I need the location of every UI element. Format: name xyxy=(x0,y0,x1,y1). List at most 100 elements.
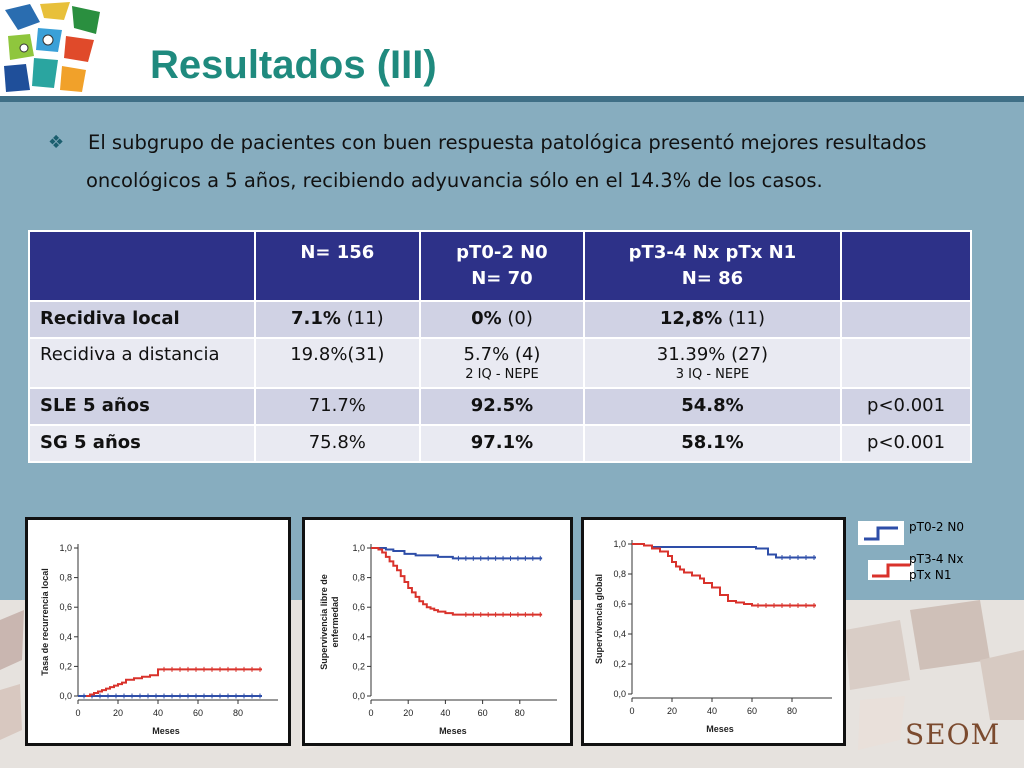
x-tick-label: 80 xyxy=(515,708,525,718)
legend-label-group2-line2: pTx N1 xyxy=(909,568,951,582)
table-cell: p<0.001 xyxy=(840,387,972,426)
x-axis-label: Meses xyxy=(152,726,180,736)
y-tick-label: 0,8 xyxy=(59,573,72,583)
slide-title: Resultados (III) xyxy=(150,43,437,87)
table-cell: 19.8%(31) xyxy=(253,337,422,389)
bullet-text: El subgrupo de pacientes con buen respue… xyxy=(48,124,978,162)
table-cell: 5.7% (4) 2 IQ - NEPE xyxy=(419,337,585,389)
legend-swatch-blue-bg xyxy=(858,521,904,545)
cell-note: 2 IQ - NEPE xyxy=(465,367,539,382)
y-axis-label-line1: Supervivencia libre de xyxy=(319,574,329,670)
table-cell: 7.1% (11) xyxy=(253,300,422,339)
cell-value: 12,8% xyxy=(659,308,723,329)
chart-disease-free-survival: 0,0 0,2 0,4 0,6 0,8 1,0 0 20 40 60 80 Meses Superviv… xyxy=(302,517,573,746)
header-divider xyxy=(0,96,1024,102)
header-group2: pT3-4 Nx pTx N1 N= 86 xyxy=(582,230,843,302)
x-tick-label: 20 xyxy=(667,706,677,716)
table-cell: 92.5% xyxy=(419,387,585,426)
mosaic-logo-icon xyxy=(0,0,118,96)
y-tick-label: 1,0 xyxy=(352,543,365,553)
y-tick-label: 0,4 xyxy=(613,629,626,639)
table-cell: 97.1% xyxy=(419,424,585,463)
x-axis-label: Meses xyxy=(439,726,467,736)
table-cell: 54.8% xyxy=(582,387,843,426)
row-label: Recidiva a distancia xyxy=(28,337,256,389)
chart-local-recurrence: 0,0 0,2 0,4 0,6 0,8 1,0 0 20 40 60 80 Meses Tasa de … xyxy=(25,517,291,746)
table-header-row: N= 156 pT0-2 N0 N= 70 pT3-4 Nx pTx N1 N=… xyxy=(28,230,972,302)
x-tick-label: 80 xyxy=(787,706,797,716)
results-table: N= 156 pT0-2 N0 N= 70 pT3-4 Nx pTx N1 N=… xyxy=(28,230,972,463)
y-axis-label: Supervivencia global xyxy=(594,574,604,664)
table-cell: 58.1% xyxy=(582,424,843,463)
chart-disease-free-survival-svg: 0,0 0,2 0,4 0,6 0,8 1,0 0 20 40 60 80 Meses Superviv… xyxy=(319,543,557,736)
cell-value: 0% xyxy=(471,308,502,329)
row-label: Recidiva local xyxy=(28,300,256,339)
x-tick-label: 60 xyxy=(747,706,757,716)
table-cell: 0% (0) xyxy=(419,300,585,339)
x-axis-label: Meses xyxy=(706,724,734,734)
series-line-1 xyxy=(371,547,543,616)
header-group1: pT0-2 N0 N= 70 xyxy=(419,230,585,302)
table-cell xyxy=(840,300,972,339)
x-tick-label: 40 xyxy=(707,706,717,716)
y-tick-label: 0,8 xyxy=(352,573,365,583)
cell-value: 31.39% (27) xyxy=(656,344,769,365)
x-tick-label: 60 xyxy=(193,708,203,718)
table-cell xyxy=(840,337,972,389)
x-tick-label: 20 xyxy=(403,708,413,718)
table-row: Recidiva a distancia 19.8%(31) 5.7% (4) … xyxy=(28,337,972,389)
series-line-1 xyxy=(86,668,262,697)
table-row: Recidiva local 7.1% (11) 0% (0) 12,8% (1… xyxy=(28,300,972,339)
x-tick-label: 20 xyxy=(113,708,123,718)
chart-local-recurrence-svg: 0,0 0,2 0,4 0,6 0,8 1,0 0 20 40 60 80 Meses Tasa de … xyxy=(40,543,278,736)
diamond-bullet-icon: ❖ xyxy=(48,132,65,153)
legend-svg: pT0-2 N0 pT3-4 Nx pTx N1 xyxy=(858,520,964,582)
legend-label-group2-line1: pT3-4 Nx xyxy=(909,552,963,566)
x-tick-label: 0 xyxy=(75,708,80,718)
header-group2-line1: pT3-4 Nx pTx N1 xyxy=(628,242,797,263)
y-tick-label: 0,6 xyxy=(613,599,626,609)
y-tick-label: 0,6 xyxy=(59,602,72,612)
header-empty-cell xyxy=(28,230,256,302)
y-tick-label: 0,6 xyxy=(352,602,365,612)
y-tick-label: 0,2 xyxy=(59,661,72,671)
table-row: SLE 5 años 71.7% 92.5% 54.8% p<0.001 xyxy=(28,387,972,426)
table-cell: 12,8% (11) xyxy=(582,300,843,339)
chart-overall-survival-svg: 0,0 0,2 0,4 0,6 0,8 1,0 0 20 40 60 80 Meses Superviv… xyxy=(594,539,832,734)
bullet-line-1: El subgrupo de pacientes con buen respue… xyxy=(88,131,927,154)
header-group2-line2: N= 86 xyxy=(681,268,744,289)
y-tick-label: 0,8 xyxy=(613,569,626,579)
cell-value: 7.1% xyxy=(291,308,341,329)
legend-blue-step-icon xyxy=(864,526,898,541)
table-cell: p<0.001 xyxy=(840,424,972,463)
series-line-1 xyxy=(632,543,816,607)
row-label: SLE 5 años xyxy=(28,387,256,426)
row-label: SG 5 años xyxy=(28,424,256,463)
header-group1-line2: N= 70 xyxy=(471,268,533,289)
x-tick-label: 0 xyxy=(368,708,373,718)
y-tick-label: 1,0 xyxy=(613,539,626,549)
y-tick-label: 0,2 xyxy=(352,661,365,671)
x-tick-label: 80 xyxy=(233,708,243,718)
seom-brand: SEOM xyxy=(905,718,1001,751)
series-line-0 xyxy=(371,547,543,560)
y-axis-label: Tasa de recurrencia local xyxy=(40,568,50,675)
legend-label-group1: pT0-2 N0 xyxy=(909,520,964,534)
bullet-paragraph: ❖ El subgrupo de pacientes con buen resp… xyxy=(48,124,978,200)
legend-red-step-icon xyxy=(872,563,910,578)
y-axis-label-line2: enfermedad xyxy=(330,596,340,647)
header-group1-line1: pT0-2 N0 xyxy=(456,242,548,263)
table-cell: 31.39% (27) 3 IQ - NEPE xyxy=(582,337,843,389)
chart-legend: pT0-2 N0 pT3-4 Nx pTx N1 xyxy=(858,518,988,598)
table-cell: 75.8% xyxy=(253,424,422,463)
table-cell: 71.7% xyxy=(253,387,422,426)
x-tick-label: 0 xyxy=(629,706,634,716)
cell-count: (11) xyxy=(722,308,765,329)
bullet-line-2: oncológicos a 5 años, recibiendo adyuvan… xyxy=(86,169,823,192)
cell-count: (11) xyxy=(340,308,384,329)
y-tick-label: 0,4 xyxy=(352,632,365,642)
y-tick-label: 0,2 xyxy=(613,659,626,669)
cell-count: (0) xyxy=(501,308,533,329)
x-tick-label: 60 xyxy=(478,708,488,718)
header-total: N= 156 xyxy=(253,230,422,302)
